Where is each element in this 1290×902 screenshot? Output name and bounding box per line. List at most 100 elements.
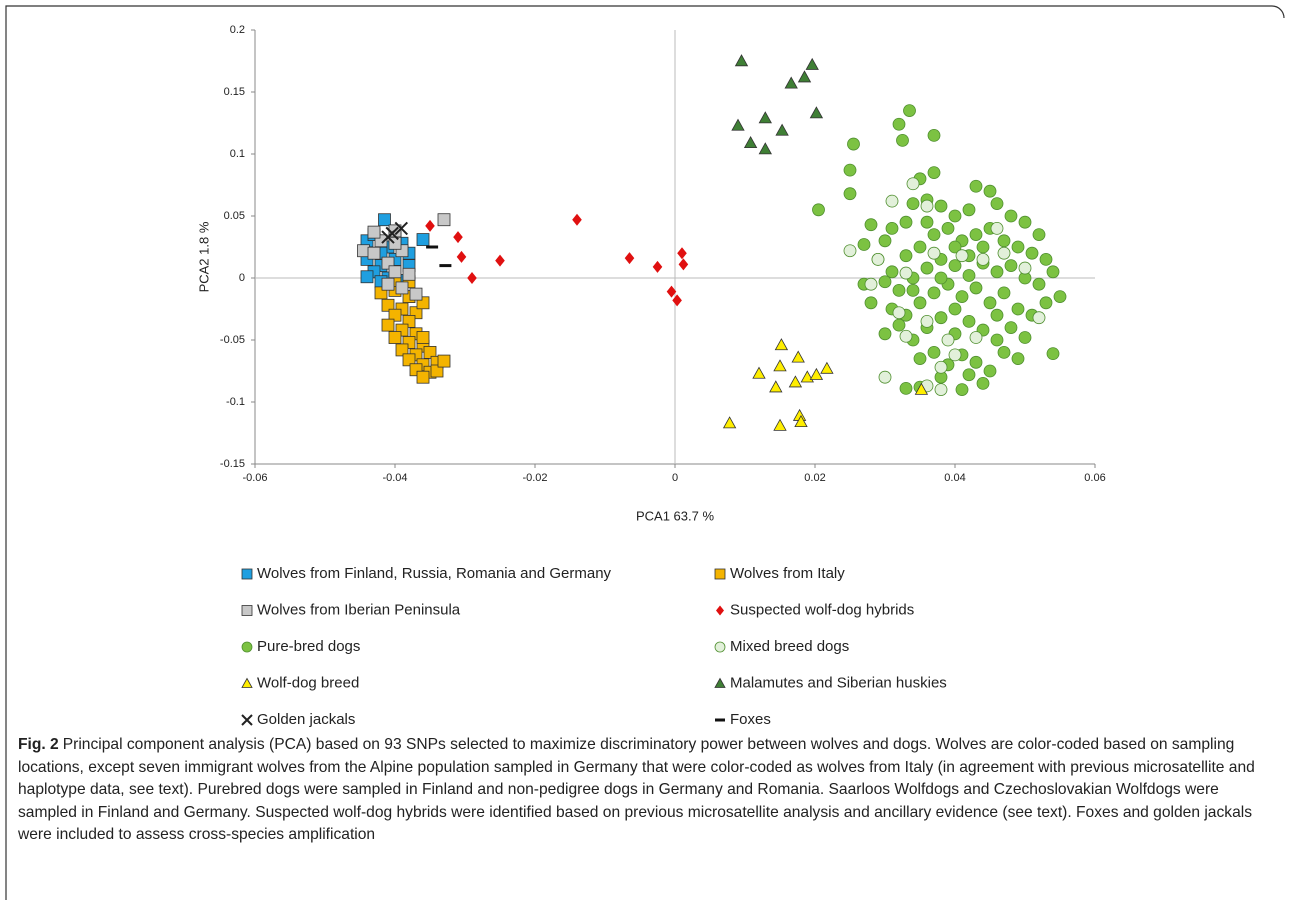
marker-circle: [990, 265, 1004, 279]
marker-circle: [934, 199, 948, 213]
marker-x: [394, 221, 409, 236]
marker-square: [388, 331, 402, 344]
marker-circle: [983, 296, 997, 310]
marker-diamond: [495, 254, 505, 267]
marker-triangle: [714, 677, 726, 688]
marker-circle: [962, 314, 976, 328]
marker-circle: [934, 271, 948, 285]
marker-triangle: [773, 418, 787, 431]
marker-triangle: [752, 366, 766, 379]
marker-circle: [1032, 311, 1046, 325]
marker-triangle: [794, 415, 808, 428]
marker-circle: [1011, 352, 1025, 366]
marker-circle: [1032, 228, 1046, 242]
marker-triangle: [820, 361, 834, 374]
marker-triangle: [791, 350, 805, 363]
marker-circle: [892, 117, 906, 131]
marker-circle: [997, 234, 1011, 248]
marker-circle: [1011, 302, 1025, 316]
marker-circle: [878, 370, 892, 384]
marker-circle: [962, 368, 976, 382]
x-tick-label: 0.02: [804, 472, 825, 484]
legend-label: Mixed breed dogs: [730, 638, 849, 655]
figure-border: [5, 5, 1285, 900]
marker-square: [395, 281, 409, 295]
marker-circle: [1004, 321, 1018, 335]
marker-square: [402, 267, 416, 281]
marker-triangle: [809, 367, 824, 380]
marker-x: [381, 230, 395, 244]
marker-circle: [920, 261, 934, 275]
marker-circle: [962, 269, 976, 282]
marker-square: [416, 331, 430, 344]
marker-triangle: [773, 359, 787, 372]
marker-circle: [920, 314, 934, 328]
marker-circle: [997, 286, 1011, 300]
marker-circle: [843, 244, 857, 258]
x-tick-label: 0.04: [944, 472, 965, 484]
marker-circle: [1004, 209, 1018, 223]
marker-circle: [896, 133, 909, 147]
marker-circle: [1046, 347, 1060, 361]
marker-circle: [969, 331, 983, 344]
marker-square: [241, 568, 253, 580]
caption-text: Principal component analysis (PCA) based…: [18, 736, 1255, 843]
marker-circle: [920, 199, 934, 213]
marker-square: [241, 605, 253, 616]
marker-circle: [1011, 240, 1025, 254]
marker-square: [381, 318, 395, 332]
marker-circle: [969, 355, 983, 369]
marker-circle: [1046, 265, 1060, 279]
marker-square: [714, 568, 726, 580]
marker-triangle: [774, 338, 789, 351]
marker-square: [388, 308, 402, 322]
marker-circle: [990, 333, 1004, 347]
marker-square: [437, 213, 451, 227]
marker-circle: [885, 265, 899, 279]
marker-diamond: [678, 258, 689, 271]
marker-circle: [948, 240, 962, 254]
y-tick-label: 0: [239, 272, 245, 284]
marker-circle: [976, 240, 990, 254]
marker-circle: [899, 329, 913, 343]
marker-circle: [906, 283, 920, 297]
y-tick-label: -0.15: [220, 458, 245, 470]
caption-label: Fig. 2: [18, 736, 59, 753]
x-tick-label: -0.04: [382, 472, 407, 484]
marker-square: [430, 364, 444, 378]
marker-circle: [997, 246, 1011, 260]
marker-circle: [864, 277, 878, 291]
marker-diamond: [624, 252, 635, 265]
marker-circle: [955, 290, 969, 304]
marker-triangle: [769, 380, 783, 393]
legend-label: Suspected wolf-dog hybrids: [730, 601, 914, 618]
legend-label: Pure-bred dogs: [257, 638, 360, 655]
marker-triangle: [731, 118, 745, 131]
marker-triangle: [722, 416, 737, 429]
marker-circle: [847, 137, 860, 151]
marker-x: [241, 714, 253, 726]
marker-square: [402, 353, 416, 367]
y-tick-label: -0.05: [220, 334, 245, 346]
marker-circle: [899, 266, 913, 280]
marker-circle: [927, 246, 941, 260]
marker-square: [378, 213, 391, 227]
y-tick-label: 0.15: [224, 86, 245, 98]
marker-diamond: [456, 250, 467, 263]
x-tick-label: 0.06: [1084, 472, 1105, 484]
marker-diamond: [453, 231, 463, 244]
marker-triangle: [758, 142, 772, 155]
marker-circle: [892, 306, 906, 320]
marker-circle: [913, 352, 927, 366]
marker-square: [367, 246, 381, 260]
x-axis-title: PCA1 63.7 %: [636, 508, 714, 523]
marker-circle: [871, 252, 885, 266]
marker-circle: [948, 209, 962, 223]
marker-circle: [990, 221, 1004, 235]
marker-circle: [1039, 252, 1053, 266]
marker-circle: [878, 327, 892, 341]
marker-circle: [969, 179, 983, 193]
marker-circle: [962, 203, 976, 217]
legend-label: Wolf-dog breed: [257, 674, 359, 691]
